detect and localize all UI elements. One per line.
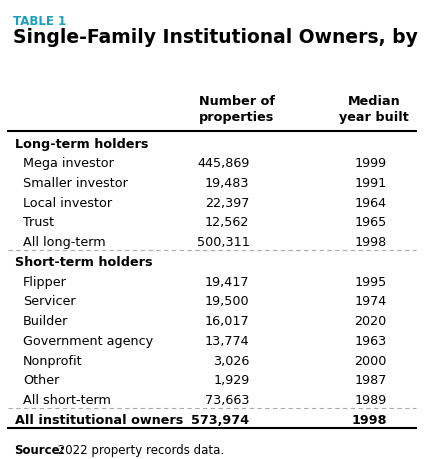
- Text: All institutional owners: All institutional owners: [14, 413, 183, 426]
- Text: 1965: 1965: [354, 216, 387, 229]
- Text: 22,397: 22,397: [205, 196, 249, 209]
- Text: Nonprofit: Nonprofit: [23, 354, 83, 367]
- Text: 500,311: 500,311: [197, 236, 249, 249]
- Text: 2000: 2000: [354, 354, 387, 367]
- Text: 2020: 2020: [354, 314, 387, 327]
- Text: Servicer: Servicer: [23, 295, 75, 308]
- Text: Other: Other: [23, 374, 59, 386]
- Text: TABLE 1: TABLE 1: [13, 15, 66, 28]
- Text: Mega investor: Mega investor: [23, 157, 114, 170]
- Text: 573,974: 573,974: [191, 413, 249, 426]
- Text: Single-Family Institutional Owners, by the Numbers: Single-Family Institutional Owners, by t…: [13, 28, 424, 46]
- Text: 2022 property records data.: 2022 property records data.: [54, 443, 224, 456]
- Text: 1995: 1995: [354, 275, 387, 288]
- Text: Number of
properties: Number of properties: [199, 95, 275, 124]
- Text: Median
year built: Median year built: [339, 95, 409, 124]
- Text: All short-term: All short-term: [23, 393, 111, 406]
- Text: 1964: 1964: [354, 196, 387, 209]
- Text: 16,017: 16,017: [205, 314, 249, 327]
- Text: 19,417: 19,417: [205, 275, 249, 288]
- Text: Short-term holders: Short-term holders: [14, 255, 152, 269]
- Text: 73,663: 73,663: [205, 393, 249, 406]
- Text: Long-term holders: Long-term holders: [14, 137, 148, 150]
- Text: Local investor: Local investor: [23, 196, 112, 209]
- Text: 19,500: 19,500: [205, 295, 249, 308]
- Text: 1963: 1963: [354, 334, 387, 347]
- Text: 13,774: 13,774: [205, 334, 249, 347]
- Text: 1989: 1989: [354, 393, 387, 406]
- Text: Flipper: Flipper: [23, 275, 67, 288]
- Text: 1998: 1998: [354, 236, 387, 249]
- Text: 1,929: 1,929: [213, 374, 249, 386]
- Text: 12,562: 12,562: [205, 216, 249, 229]
- Text: 3,026: 3,026: [213, 354, 249, 367]
- Text: 1974: 1974: [354, 295, 387, 308]
- Text: 19,483: 19,483: [205, 177, 249, 190]
- Text: Smaller investor: Smaller investor: [23, 177, 128, 190]
- Text: 1991: 1991: [354, 177, 387, 190]
- Text: 1999: 1999: [354, 157, 387, 170]
- Text: Builder: Builder: [23, 314, 68, 327]
- Text: Trust: Trust: [23, 216, 54, 229]
- Text: Source:: Source:: [14, 443, 65, 456]
- Text: 1998: 1998: [351, 413, 387, 426]
- Text: 1987: 1987: [354, 374, 387, 386]
- Text: 445,869: 445,869: [197, 157, 249, 170]
- Text: Government agency: Government agency: [23, 334, 153, 347]
- Text: All long-term: All long-term: [23, 236, 106, 249]
